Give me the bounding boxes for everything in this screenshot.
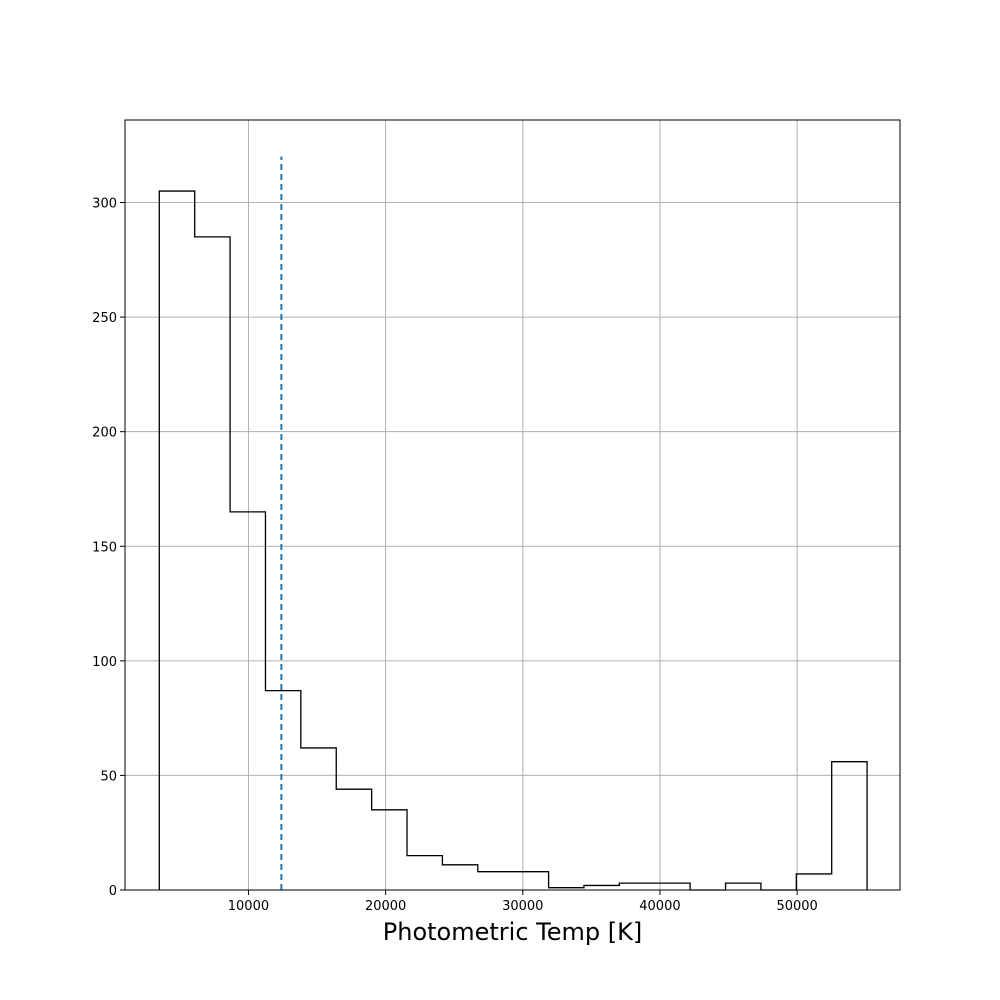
x-tick-label: 10000 [228, 899, 269, 914]
y-tick-label: 300 [92, 197, 117, 212]
x-tick-label: 30000 [502, 899, 543, 914]
histogram-bin [336, 789, 371, 890]
x-axis-label: Photometric Temp [K] [383, 918, 642, 946]
histogram-bin [372, 810, 407, 890]
histogram-bin [230, 512, 265, 890]
x-tick-label: 20000 [365, 899, 406, 914]
histogram-bin [655, 883, 690, 890]
histogram-marks [158, 156, 868, 891]
histogram-bin [301, 748, 336, 890]
y-tick-label: 0 [109, 884, 117, 899]
histogram-bin [159, 191, 194, 890]
histogram-bin [265, 691, 300, 890]
x-tick-label: 40000 [639, 899, 680, 914]
histogram-bin [513, 872, 548, 890]
histogram-bin [832, 762, 867, 890]
histogram-bin [478, 872, 513, 890]
x-tick-label: 50000 [776, 899, 817, 914]
histogram-bin [796, 874, 831, 890]
y-tick-label: 150 [92, 540, 117, 555]
histogram-step-line [158, 190, 868, 891]
y-tick-label: 200 [92, 426, 117, 441]
plot-area-frame [124, 119, 901, 891]
histogram-bin [442, 865, 477, 890]
histogram-bin [584, 885, 619, 890]
y-tick-label: 50 [100, 769, 117, 784]
y-tick-label: 100 [92, 655, 117, 670]
axis-ticks: 10000 20000 30000 40000 50000 0 50 100 150 200 250… [92, 197, 818, 915]
histogram-bin [407, 856, 442, 890]
y-tick-label: 250 [92, 311, 117, 326]
histogram-bin [726, 883, 761, 890]
histogram-bin [619, 883, 654, 890]
histogram-bin [195, 237, 230, 890]
